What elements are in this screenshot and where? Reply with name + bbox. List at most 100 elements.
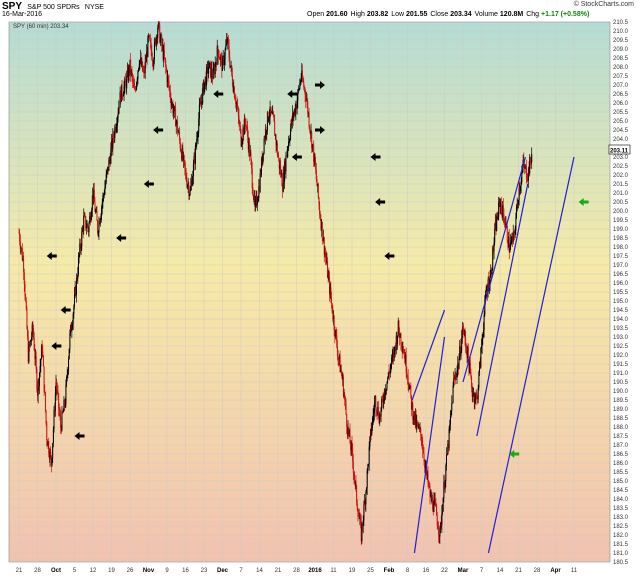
candle-body — [389, 367, 391, 374]
candle-body — [112, 133, 114, 149]
candle-body — [99, 220, 101, 225]
y-tick-label: 180.5 — [613, 560, 629, 566]
candle-body — [132, 75, 134, 82]
candle-body — [436, 505, 438, 516]
candle-body — [340, 369, 342, 375]
candle-body — [232, 85, 234, 92]
candle-body — [371, 427, 373, 435]
candle-body — [288, 140, 290, 142]
x-tick-label: Dec — [217, 568, 229, 574]
x-tick-label: 9 — [165, 568, 169, 574]
candle-body — [254, 195, 256, 207]
candle-body — [331, 297, 333, 304]
candle-body — [63, 400, 65, 412]
candle-body — [274, 121, 276, 136]
candle-body — [279, 165, 281, 169]
y-tick-label: 183.0 — [613, 515, 629, 521]
candle-body — [96, 211, 98, 221]
y-tick-label: 187.0 — [613, 443, 629, 449]
candle-body — [42, 356, 44, 367]
candle-body — [220, 56, 222, 61]
candlestick-series — [18, 21, 533, 546]
candle-body — [38, 372, 40, 387]
candle-body — [36, 368, 38, 390]
candle-body — [191, 180, 193, 186]
candle-body — [239, 124, 241, 126]
low-value: 201.55 — [405, 11, 428, 18]
candle-body — [418, 426, 420, 429]
candle-body — [171, 103, 173, 105]
candle-body — [165, 60, 167, 67]
candle-body — [349, 430, 351, 444]
candle-body — [319, 204, 321, 215]
candle-body — [504, 223, 506, 227]
candle-body — [311, 144, 313, 148]
open-label: Open — [307, 11, 325, 18]
candle-body — [52, 429, 54, 444]
candle-body — [305, 94, 307, 101]
candle-body — [25, 295, 27, 301]
y-tick-label: 185.0 — [613, 479, 629, 485]
candle-body — [442, 498, 444, 512]
candle-body — [112, 133, 114, 138]
candle-body — [288, 141, 290, 148]
candle-body — [356, 502, 358, 510]
candle-body — [311, 131, 313, 148]
candle-body — [304, 88, 306, 95]
x-tick-label: 21 — [275, 568, 282, 574]
candle-body — [116, 117, 118, 126]
candle-body — [334, 329, 336, 337]
candle-body — [257, 201, 259, 205]
y-tick-label: 201.0 — [613, 191, 629, 197]
candle-body — [392, 352, 394, 356]
candle-body — [473, 392, 475, 395]
candle-body — [364, 500, 366, 504]
y-tick-label: 194.0 — [613, 317, 629, 323]
x-tick-label: Oct — [51, 568, 61, 574]
candle-body — [293, 113, 295, 119]
symbol-title: SPY S&P 500 SPDRs NYSE — [2, 1, 104, 12]
y-tick-label: 190.0 — [613, 389, 629, 395]
candle-body — [451, 402, 453, 404]
candle-body — [212, 75, 214, 79]
candle-body — [414, 413, 416, 423]
candle-body — [519, 188, 521, 192]
candle-body — [198, 104, 200, 119]
candle-body — [383, 401, 385, 403]
candle-body — [436, 515, 438, 526]
candle-body — [491, 268, 493, 275]
candle-body — [497, 216, 499, 220]
y-tick-label: 199.0 — [613, 227, 629, 233]
candle-body — [360, 517, 362, 523]
candle-body — [501, 208, 503, 217]
candle-body — [361, 524, 363, 542]
candle-body — [153, 42, 155, 60]
candle-body — [41, 346, 43, 352]
candle-body — [270, 106, 272, 113]
candle-body — [49, 451, 51, 460]
candle-body — [426, 472, 428, 476]
candle-body — [366, 487, 368, 493]
candle-body — [238, 115, 240, 125]
candle-body — [117, 113, 119, 118]
candle-body — [134, 87, 136, 90]
candle-body — [111, 140, 112, 149]
candle-body — [42, 351, 44, 357]
y-tick-label: 198.0 — [613, 245, 629, 251]
candle-body — [88, 222, 90, 233]
candle-body — [324, 252, 326, 255]
candle-body — [39, 365, 41, 373]
candle-body — [494, 229, 496, 243]
candle-body — [111, 140, 113, 149]
candle-body — [124, 79, 126, 83]
candle-body — [140, 57, 142, 66]
candle-body — [280, 173, 282, 175]
candle-body — [342, 376, 344, 397]
candle-body — [217, 46, 219, 50]
volume-label: Volume — [474, 11, 498, 18]
candle-body — [530, 160, 532, 163]
candle-body — [97, 232, 99, 234]
candle-body — [46, 440, 48, 446]
candle-body — [142, 71, 144, 72]
